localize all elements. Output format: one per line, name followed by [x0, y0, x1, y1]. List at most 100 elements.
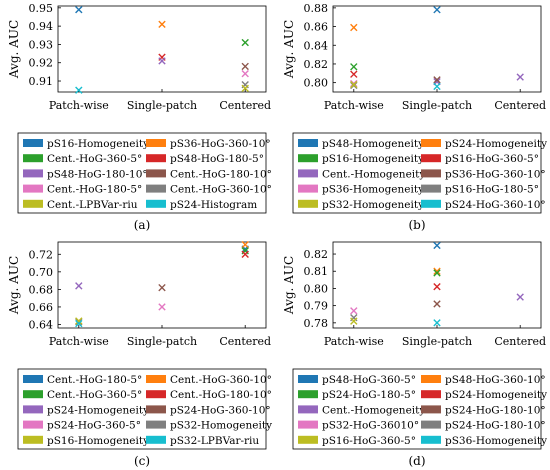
chart-panel-3: 0.82 0.81 0.80 0.79 0.78 Patch-wise Single-pat…: [282, 241, 547, 468]
data-point-stroke: [241, 250, 249, 258]
legend-label: pS24-HoG-180-10°: [445, 404, 546, 416]
y-tick-label: 0.81: [304, 265, 329, 278]
legend-label: pS48-HoG-180-10°: [47, 168, 148, 180]
data-point: [433, 267, 441, 275]
y-tick-label: 0.78: [304, 317, 329, 330]
legend-label: pS24-Histogram: [170, 199, 257, 211]
x-tick-label: Patch-wise: [49, 99, 109, 112]
data-point: [158, 303, 166, 311]
legend-swatch: [23, 405, 43, 414]
data-point-stroke: [75, 282, 83, 290]
data-point-stroke: [350, 70, 358, 78]
legend-label: pS48-HoG-360-5°: [322, 374, 416, 386]
legend-swatch: [421, 169, 441, 178]
data-point-stroke: [241, 70, 249, 78]
legend-label: pS16-Homogeneity: [47, 435, 149, 447]
data-point: [350, 313, 358, 322]
data-point-stroke: [433, 82, 441, 91]
legend-swatch: [23, 139, 43, 147]
y-tick-label: 0.68: [29, 283, 54, 296]
x-tick-label: Patch-wise: [324, 335, 384, 348]
legend-swatch: [146, 390, 166, 399]
y-axis-label: Avg. AUC: [282, 256, 296, 315]
legend-label: pS36-Homogeneity: [322, 184, 424, 196]
legend-label: pS32-Homogeneity: [322, 199, 424, 211]
y-tick-label: 0.94: [29, 20, 54, 33]
legend-label: pS48-Homogeneity: [322, 138, 424, 150]
y-tick-label: 0.88: [304, 2, 329, 15]
legend-swatch: [421, 154, 441, 163]
data-point-stroke: [433, 283, 441, 291]
legend-swatch: [23, 184, 43, 193]
x-tick-label: Centered: [494, 99, 546, 112]
x-tick-label: Centered: [494, 335, 546, 348]
legend-label: Cent.-HoG-180-5°: [47, 374, 142, 386]
y-tick-label: 0.86: [304, 21, 329, 34]
x-tick-label: Single-patch: [127, 335, 197, 348]
data-point: [350, 70, 358, 78]
data-point: [158, 20, 166, 28]
legend-swatch: [23, 199, 43, 208]
legend-label: Cent.-HoG-180-10°: [170, 168, 272, 180]
legend-label: pS48-HoG-360-10°: [445, 374, 546, 386]
data-point: [241, 62, 249, 71]
y-tick-label: 0.72: [29, 248, 54, 261]
legend-swatch: [298, 169, 318, 178]
data-point-stroke: [75, 319, 83, 328]
legend-swatch: [421, 184, 441, 193]
legend-swatch: [298, 390, 318, 399]
legend-label: pS24-HoG-180-10°: [445, 420, 546, 432]
data-point-stroke: [433, 269, 441, 277]
legend-label: pS32-LPBVar-riu: [170, 435, 259, 447]
data-point: [241, 250, 249, 258]
x-tick-label: Centered: [219, 335, 271, 348]
data-point-stroke: [433, 241, 441, 250]
data-point: [516, 293, 524, 301]
data-point: [241, 38, 249, 47]
y-tick-label: 0.91: [29, 75, 54, 88]
data-point-stroke: [433, 76, 441, 84]
x-tick-label: Single-patch: [402, 99, 472, 112]
legend-swatch: [23, 169, 43, 178]
data-point-stroke: [241, 84, 249, 93]
x-tick-label: Centered: [219, 99, 271, 112]
legend-swatch: [298, 420, 318, 429]
legend-swatch: [146, 154, 166, 163]
legend-label: Cent.-Homogeneity: [322, 168, 425, 180]
data-point: [350, 317, 358, 325]
panel-caption: (c): [134, 454, 150, 468]
legend-swatch: [298, 184, 318, 193]
data-point: [433, 283, 441, 291]
data-point-stroke: [158, 303, 166, 311]
legend-label: pS24-HoG-360-5°: [47, 420, 141, 432]
plot-area: [57, 241, 267, 329]
y-tick-label: 0.80: [304, 77, 329, 90]
data-point-stroke: [350, 80, 358, 89]
y-axis-label: Avg. AUC: [282, 20, 296, 79]
data-point: [350, 80, 358, 89]
data-point-stroke: [516, 293, 524, 301]
data-point-stroke: [241, 240, 249, 249]
y-tick-label: 0.79: [304, 300, 329, 313]
legend-box: [292, 132, 542, 214]
data-point: [350, 307, 358, 315]
legend-swatch: [146, 199, 166, 208]
legend-label: pS36-HoG-360-10°: [445, 168, 546, 180]
data-point-stroke: [350, 307, 358, 315]
data-point: [433, 241, 441, 250]
y-tick-label: 0.92: [29, 57, 54, 70]
data-point-stroke: [433, 6, 441, 14]
legend-swatch: [23, 154, 43, 163]
y-tick-label: 0.66: [29, 301, 54, 314]
chart-panel-2: 0.72 0.70 0.68 0.66 0.64 Patch-wise Single-pat…: [7, 240, 272, 468]
legend-swatch: [421, 139, 441, 147]
data-point: [158, 57, 166, 65]
data-point-stroke: [433, 267, 441, 275]
legend-label: pS32-Homogeneity: [170, 420, 272, 432]
plot-area: [57, 5, 267, 93]
panel-caption: (d): [408, 454, 425, 468]
legend-swatch: [421, 390, 441, 399]
data-point-stroke: [75, 86, 83, 94]
legend-swatch: [298, 154, 318, 163]
x-tick-label: Single-patch: [127, 99, 197, 112]
